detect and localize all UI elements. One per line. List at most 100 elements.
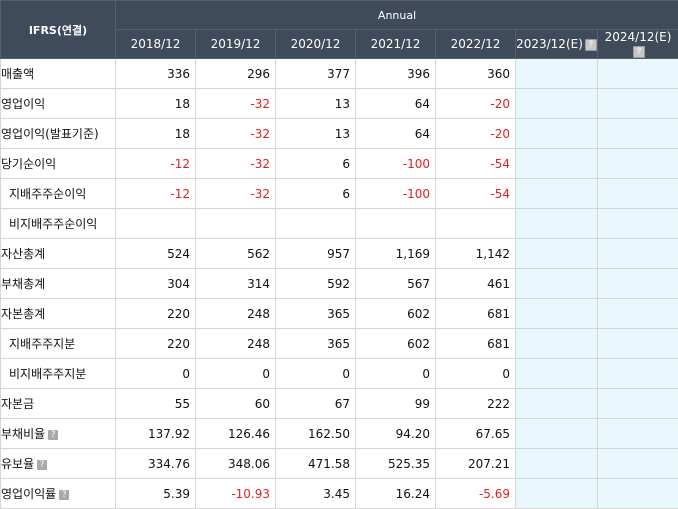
value-cell: -32 [196,119,276,149]
value-cell: 348.06 [196,449,276,479]
table-row: 비지배주주순이익 [1,209,678,239]
period-header: 2021/12 [356,30,436,59]
value-cell [598,89,678,119]
period-header: 2022/12 [436,30,516,59]
value-cell: 396 [356,59,436,89]
question-icon[interactable]: ? [37,460,47,470]
value-cell: -100 [356,179,436,209]
value-cell [516,359,598,389]
row-label-text: 자본금 [1,397,34,411]
value-cell: 248 [196,299,276,329]
value-cell [516,269,598,299]
value-cell [516,149,598,179]
value-cell: 360 [436,59,516,89]
value-cell: 592 [276,269,356,299]
row-label: 영업이익(발표기준) [1,119,116,149]
value-cell: 681 [436,329,516,359]
value-cell: 0 [196,359,276,389]
value-cell [516,449,598,479]
value-cell: 67.65 [436,419,516,449]
value-cell: 5.39 [116,479,196,509]
value-cell: 55 [116,389,196,419]
value-cell: 60 [196,389,276,419]
value-cell [516,59,598,89]
period-label: 2020/12 [291,37,341,51]
row-label: 지배주주순이익 [1,179,116,209]
value-cell [516,389,598,419]
value-cell [598,179,678,209]
row-label-text: 영업이익(발표기준) [1,127,99,141]
value-cell: 377 [276,59,356,89]
value-cell [598,419,678,449]
value-cell: -12 [116,179,196,209]
row-label: 부채비율? [1,419,116,449]
value-cell: 461 [436,269,516,299]
value-cell: 957 [276,239,356,269]
value-cell [598,59,678,89]
value-cell: 524 [116,239,196,269]
value-cell: 0 [436,359,516,389]
value-cell: 525.35 [356,449,436,479]
value-cell: 16.24 [356,479,436,509]
row-label: 비지배주주순이익 [1,209,116,239]
value-cell: 18 [116,119,196,149]
value-cell [598,119,678,149]
value-cell: 471.58 [276,449,356,479]
row-label: 지배주주지분 [1,329,116,359]
value-cell: 681 [436,299,516,329]
corner-label: IFRS(연결) [1,1,116,59]
question-icon[interactable]: ? [585,39,597,51]
row-label-text: 영업이익 [1,97,45,111]
value-cell: -12 [116,149,196,179]
row-label-text: 유보율 [1,457,34,471]
value-cell: 64 [356,89,436,119]
period-label: 2021/12 [371,37,421,51]
value-cell [598,299,678,329]
value-cell: 6 [276,179,356,209]
period-label: 2022/12 [451,37,501,51]
row-label: 유보율? [1,449,116,479]
header-row-group: IFRS(연결) Annual [1,1,678,30]
value-cell: 304 [116,269,196,299]
value-cell: -32 [196,149,276,179]
row-label-text: 자본총계 [1,307,45,321]
value-cell [356,209,436,239]
value-cell: 0 [116,359,196,389]
question-icon[interactable]: ? [633,46,645,58]
question-icon[interactable]: ? [59,490,69,500]
period-label: 2018/12 [131,37,181,51]
row-label-text: 지배주주순이익 [1,187,86,201]
value-cell [598,149,678,179]
row-label-text: 영업이익률 [1,487,56,501]
period-label: 2024/12(E) [605,30,672,44]
value-cell: 1,169 [356,239,436,269]
value-cell [116,209,196,239]
question-icon[interactable]: ? [48,430,58,440]
row-label-text: 매출액 [1,67,34,81]
value-cell: 6 [276,149,356,179]
value-cell: -32 [196,89,276,119]
value-cell: 248 [196,329,276,359]
row-label: 부채총계 [1,269,116,299]
period-header: 2023/12(E)? [516,30,598,59]
value-cell: 314 [196,269,276,299]
value-cell: 365 [276,329,356,359]
value-cell [598,239,678,269]
value-cell: -20 [436,89,516,119]
row-label: 영업이익 [1,89,116,119]
row-label-text: 지배주주지분 [1,337,75,351]
row-label: 매출액 [1,59,116,89]
value-cell: -5.69 [436,479,516,509]
row-label: 자본금 [1,389,116,419]
value-cell [598,449,678,479]
value-cell: -100 [356,149,436,179]
value-cell: 336 [116,59,196,89]
